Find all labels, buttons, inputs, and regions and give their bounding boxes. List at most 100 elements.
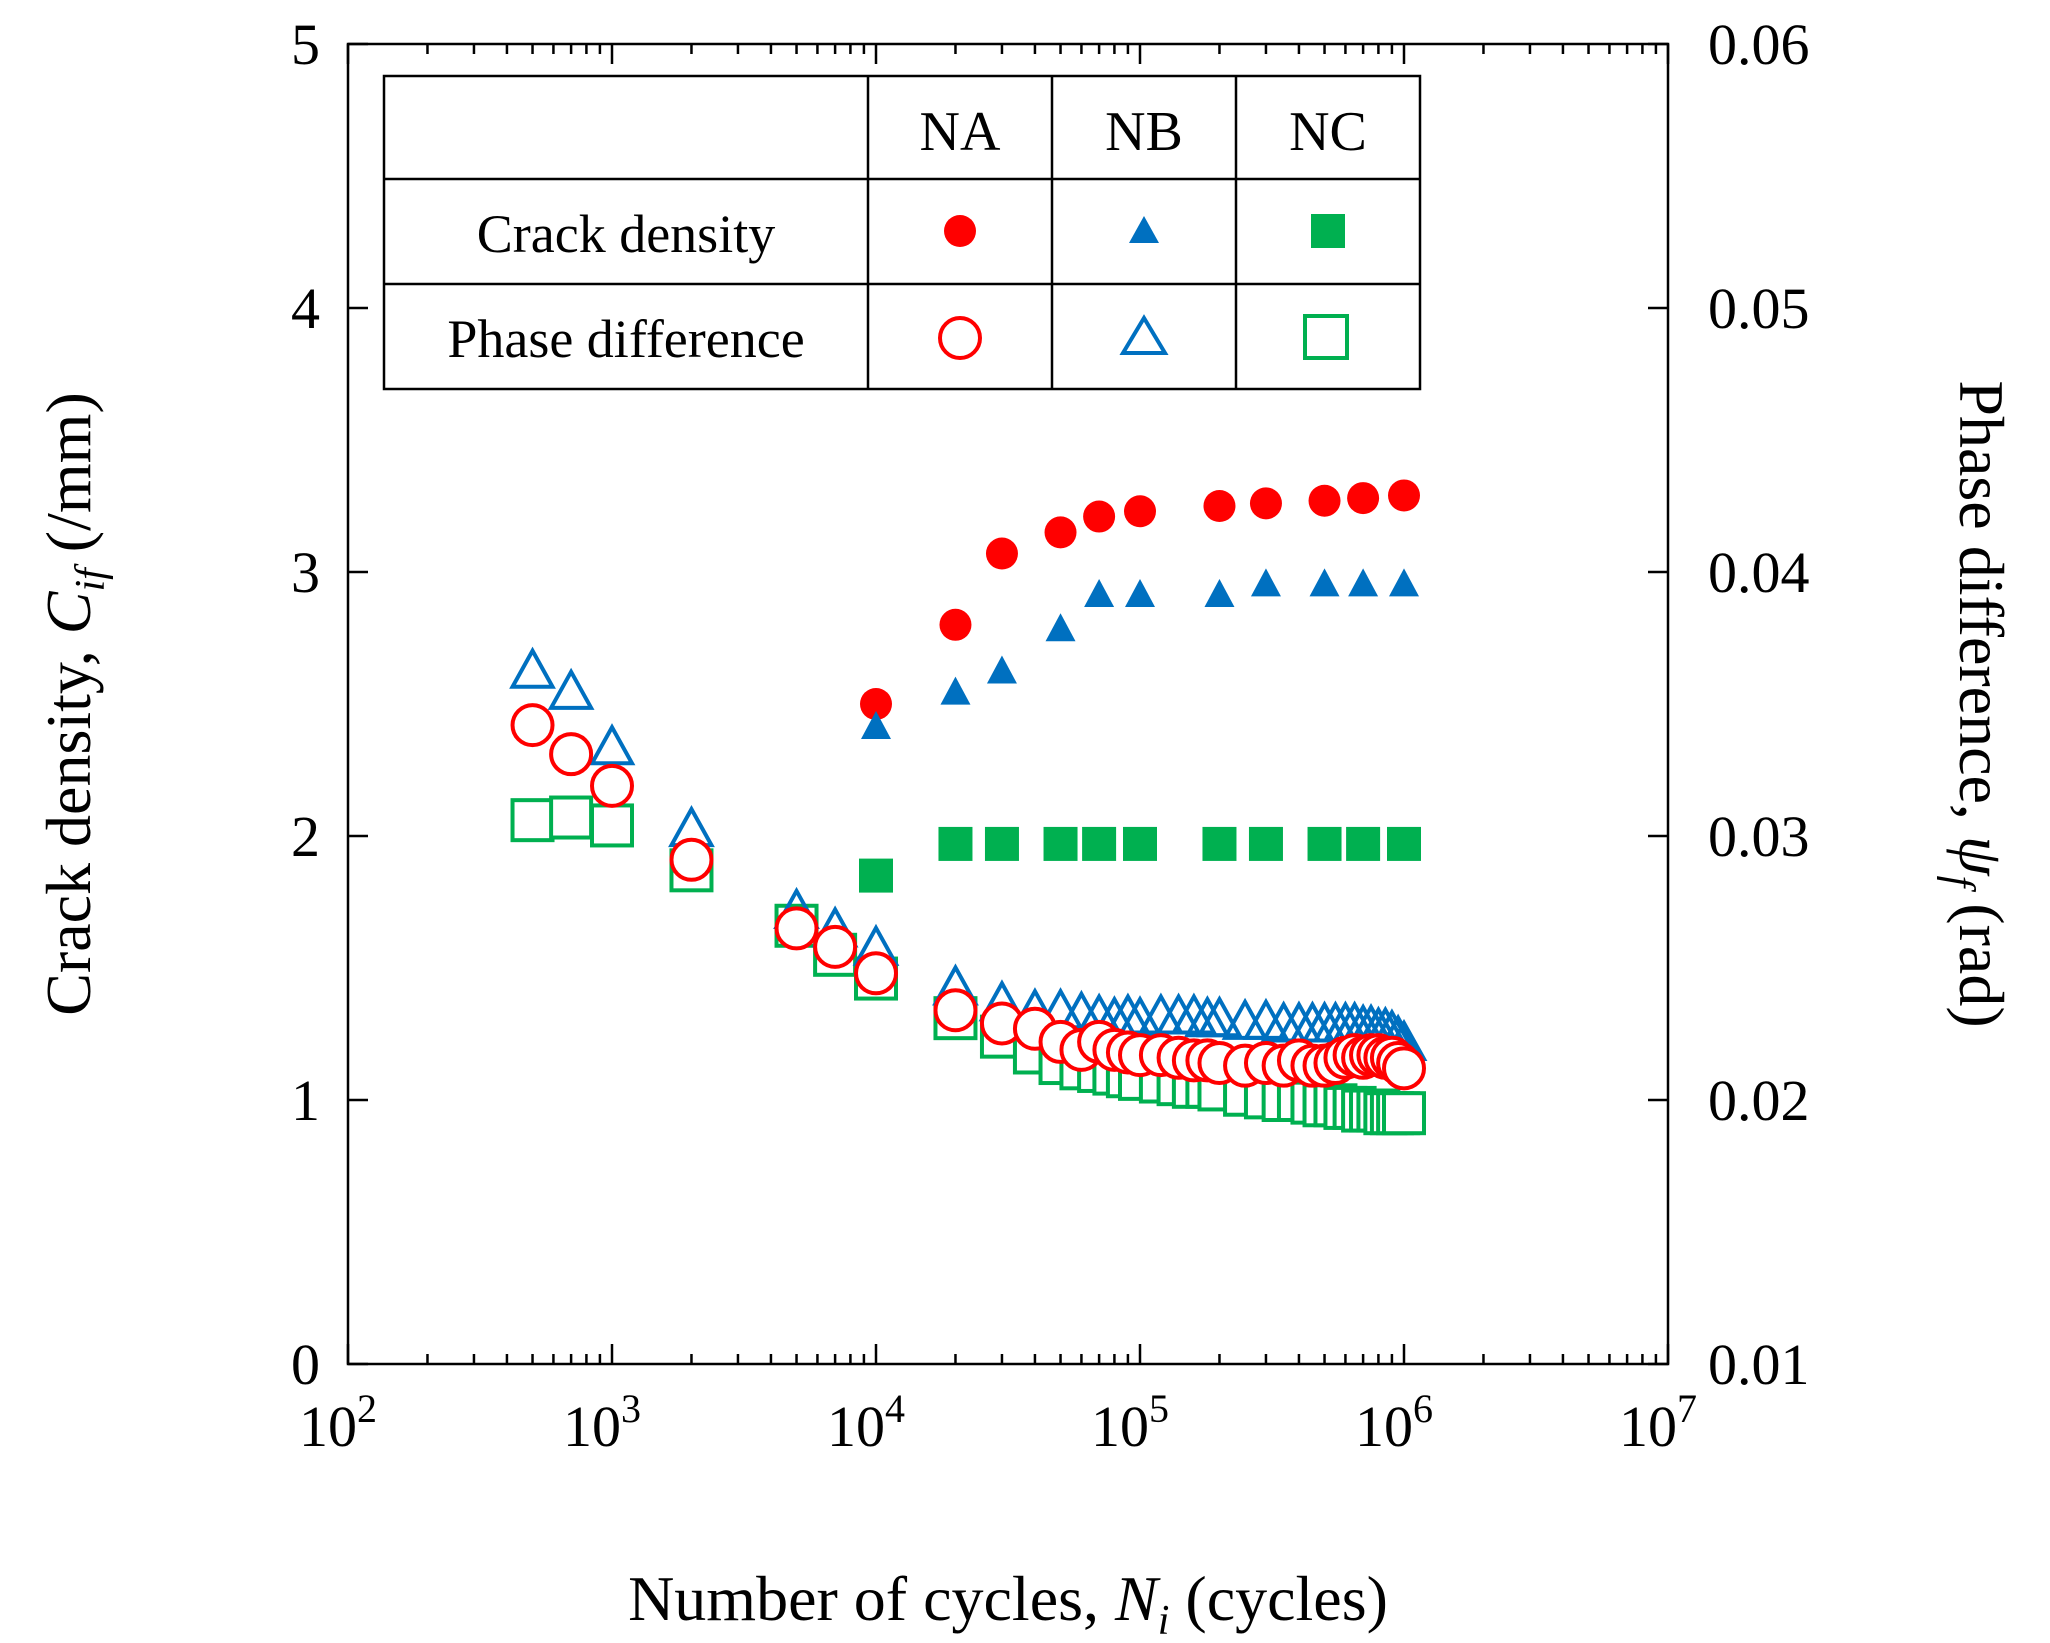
legend-marker-na-phase [938,316,982,360]
x-axis-title: Number of cycles, Ni (cycles) [628,1563,1388,1643]
crack-point-nc [1082,826,1117,861]
phase-point-na [813,924,858,969]
x-tick-label-base: 10 [563,1394,621,1459]
phase-point-nc [590,803,634,848]
crack-point-na [1388,479,1420,512]
x-tick-label-base: 10 [1355,1394,1413,1459]
y-right-tick-label: 0.02 [1708,1068,1810,1133]
y-left-tick-label: 2 [291,804,320,869]
crack-point-na [1203,490,1236,522]
y-right-tick-label: 0.03 [1708,804,1810,869]
x-tick-label-exp: 5 [1149,1386,1169,1431]
x-tick-label: 105 [1091,1386,1169,1459]
crack-point-na [1308,484,1341,517]
crack-point-nb [1250,568,1281,597]
phase-point-na [669,837,714,882]
crack-point-nb [1389,568,1419,597]
y-left-tick-label: 5 [291,12,320,77]
crack-point-na [1083,500,1116,533]
phase-point-na [854,951,898,996]
crack-point-nb [1348,568,1379,597]
x-tick-label: 104 [827,1386,905,1459]
legend-header-nb: NB [1105,101,1183,163]
phase-point-nb [1196,995,1243,1038]
x-axis-title-var: N [1114,1563,1161,1634]
x-tick-label: 102 [299,1386,377,1459]
legend-header-nc: NC [1289,101,1367,163]
legend-marker-na-crack [944,215,976,247]
crack-point-nc [1307,826,1342,861]
plot-area-frame [346,42,1670,1366]
legend-row-crack-density: Crack density [477,204,775,264]
y-left-tick-label: 4 [291,276,320,341]
legend-header-na: NA [920,101,1001,163]
crack-density-markers [859,479,1421,893]
phase-point-na [933,988,978,1033]
crack-point-nb [1309,568,1340,597]
x-tick-label-base: 10 [1091,1394,1149,1459]
legend-frame [382,74,1422,391]
phase-point-nb [547,667,595,710]
y-axis-right-title: Phase difference, ψf (rad) [1936,380,2017,1027]
crack-point-nc [859,858,893,893]
crack-point-nb [1045,613,1076,642]
crack-point-na [1124,495,1156,528]
crack-point-nb [1204,578,1235,607]
y-right-tick-label: 0.01 [1708,1332,1810,1397]
x-tick-label: 107 [1619,1386,1697,1459]
crack-point-na [1347,482,1380,515]
y-left-tick-label: 1 [291,1068,320,1133]
legend-marker-nb-crack [1129,216,1159,243]
y-axis-left-title-text: Crack density, [33,634,104,1016]
x-tick-label-exp: 2 [357,1386,377,1431]
y-right-tick-label: 0.05 [1708,276,1810,341]
crack-point-nb [986,655,1017,684]
x-tick-label-exp: 4 [885,1386,905,1431]
legend-row-phase-difference: Phase difference [447,309,804,369]
phase-point-na [1382,1046,1426,1091]
crack-point-nc [1387,826,1421,861]
legend: NA NB NC Crack density Phase difference [382,74,1422,391]
crack-point-nb [861,710,891,739]
x-axis-title-unit: (cycles) [1169,1563,1388,1634]
x-tick-label-base: 10 [1619,1394,1677,1459]
y-left-tick-label: 0 [291,1332,320,1397]
crack-point-na [1044,516,1077,549]
y-axis-right-title-unit: (rad) [1946,887,2017,1027]
x-tick-label-base: 10 [299,1394,357,1459]
crack-point-na [860,688,892,720]
phase-point-na [510,703,555,748]
x-tick-label: 106 [1355,1386,1433,1459]
legend-marker-nc-phase [1303,314,1349,360]
x-tick-label: 103 [563,1386,641,1459]
phase-point-na [549,732,594,777]
crack-point-na [939,608,972,641]
axis-ticks [346,42,1670,1366]
x-tick-label-base: 10 [827,1394,885,1459]
x-axis-title-sub: i [1158,1598,1170,1643]
x-tick-label-exp: 6 [1413,1386,1433,1431]
tick-labels: 102 103 104 105 106 1070123450.010.020.030.04… [291,12,1810,1459]
y-axis-left-title-var: C [33,590,104,634]
crack-point-nb [1084,578,1115,607]
phase-point-nb [588,723,636,766]
phase-difference-markers [509,646,1428,1136]
phase-point-na [590,763,634,808]
crack-point-nc [938,826,973,861]
legend-marker-nc-crack [1311,214,1345,248]
y-left-tick-label: 3 [291,540,320,605]
crack-point-nb [1125,578,1155,607]
y-right-tick-label: 0.04 [1708,540,1810,605]
phase-point-nb [509,646,556,689]
crack-point-na [1249,487,1282,520]
crack-point-nc [1346,826,1381,861]
crack-point-na [985,537,1018,570]
crack-point-nb [940,676,971,705]
phase-point-nc [1382,1091,1426,1136]
y-right-tick-label: 0.06 [1708,12,1810,77]
phase-point-nc [549,795,594,840]
x-axis-title-text: Number of cycles, [628,1563,1115,1634]
y-axis-left-title: Crack density, Cif (/mm) [33,392,114,1016]
legend-marker-nb-phase [1119,314,1169,355]
